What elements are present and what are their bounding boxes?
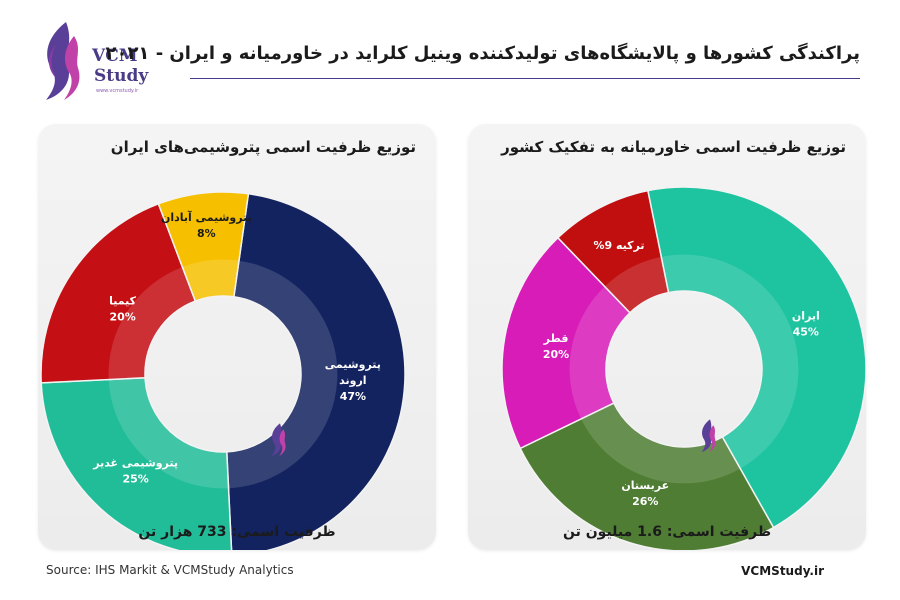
slice-name-label: ترکیه 9% — [593, 239, 644, 252]
page-title: پراکندگی کشورها و پالایشگاه‌های تولیدکنن… — [105, 43, 860, 64]
donut-slice-highlight — [108, 267, 196, 380]
slice-value-label: 45% — [793, 326, 819, 339]
donut-slice-highlight — [226, 260, 338, 489]
logo-url: www.vcmstudy.ir — [96, 88, 139, 94]
slice-value-label: 20% — [109, 310, 135, 323]
flame-logo-icon — [46, 22, 80, 100]
chart-title-middle-east: توزیع ظرفیت اسمی خاورمیانه به تفکیک کشور — [501, 138, 846, 156]
slice-value-label: 26% — [632, 495, 658, 508]
capacity-footer-iran: ظرفیت اسمی: 733 هزار تن — [138, 524, 336, 540]
slice-name-label: پتروشیمی غدیر — [92, 456, 178, 469]
slice-name-label: عربستان — [621, 479, 669, 492]
logo-text-vcm: VCM — [92, 46, 138, 66]
donut-slice — [646, 186, 866, 529]
slice-value-label: 47% — [340, 390, 366, 403]
site-link[interactable]: VCMStudy.ir — [741, 564, 824, 578]
donut-slice-highlight — [604, 256, 669, 313]
watermark-flame-icon — [271, 423, 286, 457]
title-divider — [190, 78, 860, 79]
slice-value-label: 20% — [543, 348, 569, 361]
donut-slice-highlight — [182, 259, 239, 302]
donut-slice — [501, 236, 632, 450]
donut-chart-iran: پتروشیمی اروند 47% پتروشیمی غدیر 25% کیمیا 20%… — [40, 191, 406, 550]
source-note: Source: IHS Markit & VCMStudy Analytics — [46, 563, 294, 577]
vcm-logo — [28, 14, 178, 106]
donut-chart-middle-east: ایران 45% عربستان 26% قطر 20% ترکیه 9% — [501, 186, 866, 550]
donut-slice — [157, 191, 250, 303]
panel-middle-east: توزیع ظرفیت اسمی خاورمیانه به تفکیک کشور… — [468, 124, 866, 550]
donut-slice-highlight — [569, 286, 630, 419]
slice-name-label: قطر — [543, 332, 569, 345]
donut-slice — [556, 189, 670, 314]
donut-slice — [519, 402, 775, 550]
slice-name-label: پتروشیمی — [325, 358, 381, 371]
donut-slice-highlight — [661, 254, 799, 469]
slice-value-label: 8% — [197, 227, 216, 240]
slice-value-label: 25% — [122, 472, 148, 485]
capacity-footer-middle-east: ظرفیت اسمی: 1.6 میلیون تن — [562, 524, 772, 540]
slice-name-label: ایران — [792, 310, 820, 323]
slice-name-label: پتروشیمی آبادان — [161, 210, 252, 224]
donut-slice — [40, 202, 197, 384]
slice-name-label: اروند — [339, 374, 366, 387]
logo-text-study: Study — [94, 66, 149, 86]
chart-title-iran: توزیع ظرفیت اسمی پتروشیمی‌های ایران — [110, 138, 416, 156]
donut-slice — [225, 192, 406, 550]
donut-slice — [40, 376, 233, 550]
donut-slice-highlight — [108, 377, 229, 489]
watermark-flame-icon — [701, 419, 716, 453]
donut-slice-highlight — [581, 403, 741, 484]
slice-name-label: کیمیا — [109, 294, 136, 307]
panel-iran-petrochemicals: توزیع ظرفیت اسمی پتروشیمی‌های ایران پترو… — [38, 124, 436, 550]
